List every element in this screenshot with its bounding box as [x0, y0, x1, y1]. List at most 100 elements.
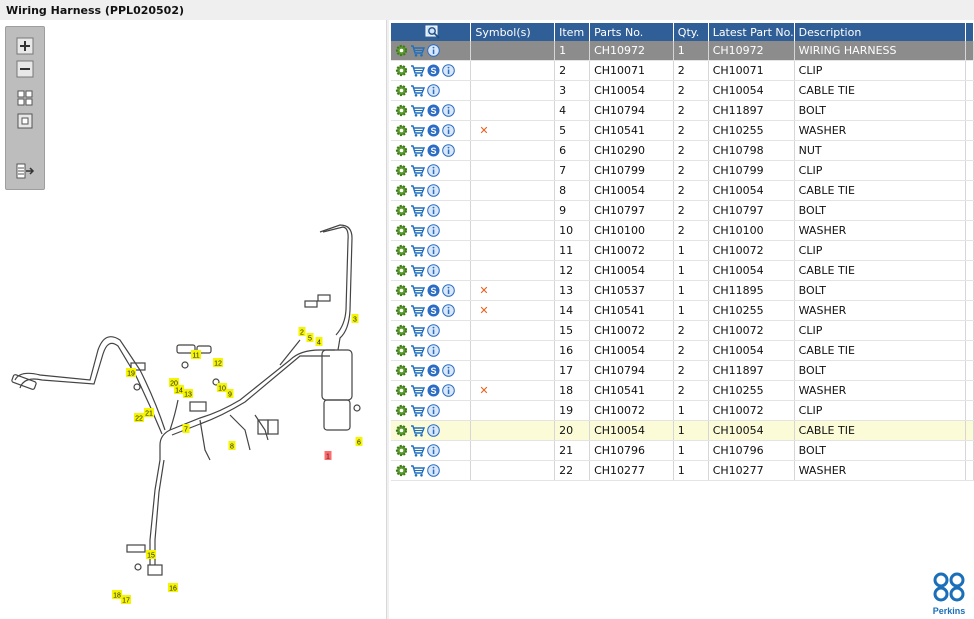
zoom-out-icon[interactable]: [16, 60, 34, 78]
column-header-parts-no[interactable]: Parts No.: [589, 23, 674, 41]
gear-icon[interactable]: [395, 244, 410, 257]
cart-icon[interactable]: [410, 64, 427, 77]
cart-icon[interactable]: [410, 464, 427, 477]
s-badge-icon[interactable]: S: [427, 384, 442, 397]
column-header-item[interactable]: Item: [554, 23, 591, 41]
info-icon[interactable]: [442, 144, 457, 158]
s-badge-icon[interactable]: S: [427, 64, 442, 77]
info-icon[interactable]: [427, 84, 442, 98]
zoom-in-icon[interactable]: [16, 37, 34, 55]
callout-17[interactable]: 17: [121, 595, 131, 605]
callout-13[interactable]: 13: [183, 389, 193, 399]
gear-icon[interactable]: [395, 364, 410, 377]
callout-20[interactable]: 20: [169, 378, 179, 388]
square-icon[interactable]: [16, 112, 34, 130]
cart-icon[interactable]: [410, 244, 427, 257]
callout-12[interactable]: 12: [213, 358, 223, 368]
info-icon[interactable]: [442, 284, 457, 298]
info-icon[interactable]: [427, 184, 442, 198]
gear-icon[interactable]: [395, 344, 410, 357]
table-row[interactable]: 12 CH10054 1 CH10054 CABLE TIE: [391, 260, 974, 281]
gear-icon[interactable]: [395, 284, 410, 297]
gear-icon[interactable]: [395, 464, 410, 477]
info-icon[interactable]: [427, 204, 442, 218]
table-row[interactable]: 9 CH10797 2 CH10797 BOLT: [391, 200, 974, 221]
gear-icon[interactable]: [395, 404, 410, 417]
column-header-symbols[interactable]: Symbol(s): [470, 23, 556, 41]
callout-16[interactable]: 16: [168, 583, 178, 593]
cart-icon[interactable]: [410, 84, 427, 97]
table-row[interactable]: 1 CH10972 1 CH10972 WIRING HARNESS: [391, 41, 974, 61]
callout-11[interactable]: 11: [191, 350, 201, 360]
cart-icon[interactable]: [410, 204, 427, 217]
table-row[interactable]: 11 CH10072 1 CH10072 CLIP: [391, 240, 974, 261]
s-badge-icon[interactable]: S: [427, 284, 442, 297]
callout-14[interactable]: 14: [174, 385, 184, 395]
info-icon[interactable]: [427, 44, 442, 58]
table-row[interactable]: 10 CH10100 2 CH10100 WASHER: [391, 220, 974, 241]
gear-icon[interactable]: [395, 44, 410, 57]
gear-icon[interactable]: [395, 144, 410, 157]
gear-icon[interactable]: [395, 124, 410, 137]
info-icon[interactable]: [427, 344, 442, 358]
info-icon[interactable]: [427, 264, 442, 278]
s-badge-icon[interactable]: S: [427, 304, 442, 317]
s-badge-icon[interactable]: S: [427, 144, 442, 157]
table-row[interactable]: S 2 CH10071 2 CH10071 CLIP: [391, 60, 974, 81]
info-icon[interactable]: [427, 404, 442, 418]
gear-icon[interactable]: [395, 224, 410, 237]
cart-icon[interactable]: [410, 344, 427, 357]
gear-icon[interactable]: [395, 164, 410, 177]
info-icon[interactable]: [427, 164, 442, 178]
s-badge-icon[interactable]: S: [427, 104, 442, 117]
cart-icon[interactable]: [410, 224, 427, 237]
callout-6[interactable]: 6: [355, 437, 363, 447]
cart-icon[interactable]: [410, 404, 427, 417]
info-icon[interactable]: [427, 224, 442, 238]
cart-icon[interactable]: [410, 164, 427, 177]
cart-icon[interactable]: [410, 384, 427, 397]
cart-icon[interactable]: [410, 444, 427, 457]
callout-7[interactable]: 7: [182, 424, 190, 434]
info-icon[interactable]: [442, 364, 457, 378]
gear-icon[interactable]: [395, 304, 410, 317]
table-row[interactable]: 15 CH10072 2 CH10072 CLIP: [391, 320, 974, 341]
callout-1[interactable]: 1: [324, 451, 332, 461]
cart-icon[interactable]: [410, 424, 427, 437]
info-icon[interactable]: [442, 104, 457, 118]
cart-icon[interactable]: [410, 264, 427, 277]
callout-3[interactable]: 3: [351, 314, 359, 324]
table-row[interactable]: S ✕ 18 CH10541 2 CH10255 WASHER: [391, 380, 974, 401]
callout-10[interactable]: 10: [217, 383, 227, 393]
column-header-description[interactable]: Description: [794, 23, 966, 41]
callout-8[interactable]: 8: [228, 441, 236, 451]
table-row[interactable]: 3 CH10054 2 CH10054 CABLE TIE: [391, 80, 974, 101]
gear-icon[interactable]: [395, 84, 410, 97]
table-row[interactable]: 21 CH10796 1 CH10796 BOLT: [391, 440, 974, 461]
cart-icon[interactable]: [410, 284, 427, 297]
table-row[interactable]: S 4 CH10794 2 CH11897 BOLT: [391, 100, 974, 121]
table-row[interactable]: 7 CH10799 2 CH10799 CLIP: [391, 160, 974, 181]
callout-22[interactable]: 22: [134, 413, 144, 423]
cart-icon[interactable]: [410, 304, 427, 317]
s-badge-icon[interactable]: S: [427, 364, 442, 377]
diagram-pane[interactable]: 1 2 3 4 5 6 7 8 9 10 11 12 13 14 15 16 17 18 19 20 21 22: [0, 20, 387, 619]
info-icon[interactable]: [427, 444, 442, 458]
info-icon[interactable]: [427, 464, 442, 478]
cart-icon[interactable]: [410, 144, 427, 157]
cart-icon[interactable]: [410, 44, 427, 57]
fit-grid-icon[interactable]: [16, 89, 34, 107]
gear-icon[interactable]: [395, 324, 410, 337]
info-icon[interactable]: [442, 304, 457, 318]
info-icon[interactable]: [442, 64, 457, 78]
callout-19[interactable]: 19: [126, 368, 136, 378]
info-icon[interactable]: [427, 244, 442, 258]
callout-21[interactable]: 21: [144, 408, 154, 418]
column-header-qty[interactable]: Qty.: [673, 23, 709, 41]
cart-icon[interactable]: [410, 184, 427, 197]
table-row[interactable]: S ✕ 13 CH10537 1 CH11895 BOLT: [391, 280, 974, 301]
cart-icon[interactable]: [410, 124, 427, 137]
table-row[interactable]: S 6 CH10290 2 CH10798 NUT: [391, 140, 974, 161]
table-row[interactable]: 19 CH10072 1 CH10072 CLIP: [391, 400, 974, 421]
table-row[interactable]: S ✕ 14 CH10541 1 CH10255 WASHER: [391, 300, 974, 321]
